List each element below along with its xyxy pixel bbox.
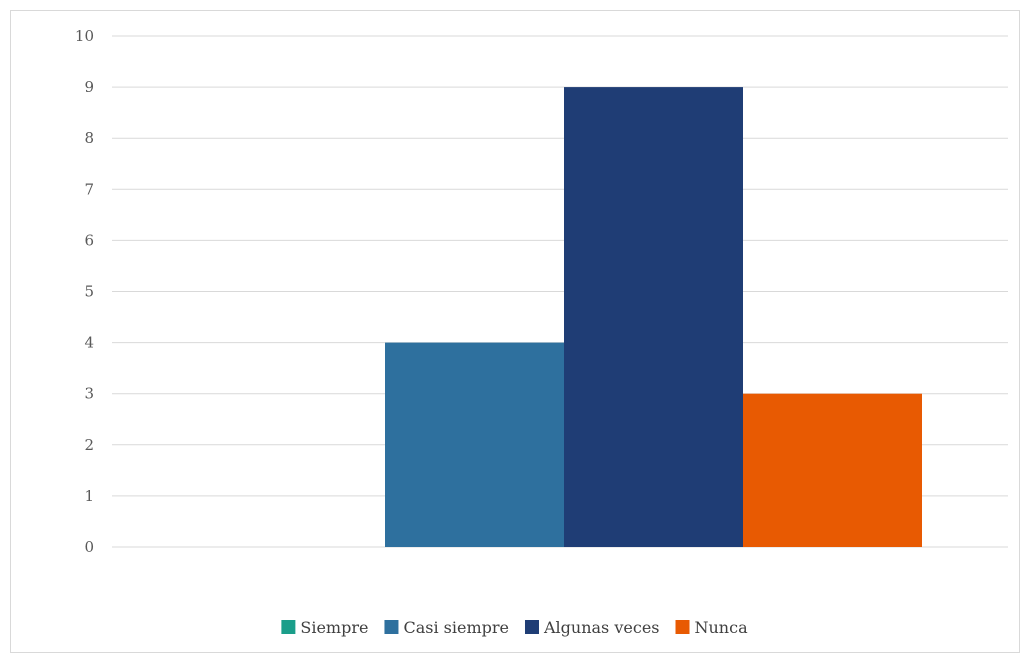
- legend: Siempre Casi siempre Algunas veces Nunca: [281, 618, 748, 637]
- y-tick-label: 6: [84, 231, 94, 249]
- legend-label: Nunca: [695, 618, 749, 637]
- legend-swatch: [281, 620, 296, 634]
- legend-label: Siempre: [300, 618, 368, 637]
- y-tick-label: 3: [84, 385, 94, 403]
- y-tick-label: 0: [84, 538, 94, 556]
- y-tick-label: 7: [84, 180, 94, 198]
- bar-casi-siempre: [385, 342, 564, 547]
- bar-nunca: [743, 393, 922, 547]
- legend-swatch: [524, 620, 539, 634]
- y-tick-label: 10: [75, 27, 94, 45]
- y-axis-ticks: 0 1 2 3 4 5 6 7 8 9 10: [75, 27, 94, 556]
- legend-swatch: [675, 620, 690, 634]
- bar-algunas-veces: [564, 87, 743, 547]
- legend-label: Casi siempre: [403, 618, 509, 637]
- y-tick-label: 1: [84, 487, 94, 505]
- y-tick-label: 5: [84, 283, 94, 301]
- y-tick-label: 2: [84, 436, 94, 454]
- y-tick-label: 4: [84, 334, 94, 352]
- y-tick-label: 8: [84, 129, 94, 147]
- y-tick-label: 9: [84, 78, 94, 96]
- legend-swatch: [384, 620, 399, 634]
- bars: [385, 87, 922, 547]
- legend-label: Algunas veces: [543, 618, 660, 637]
